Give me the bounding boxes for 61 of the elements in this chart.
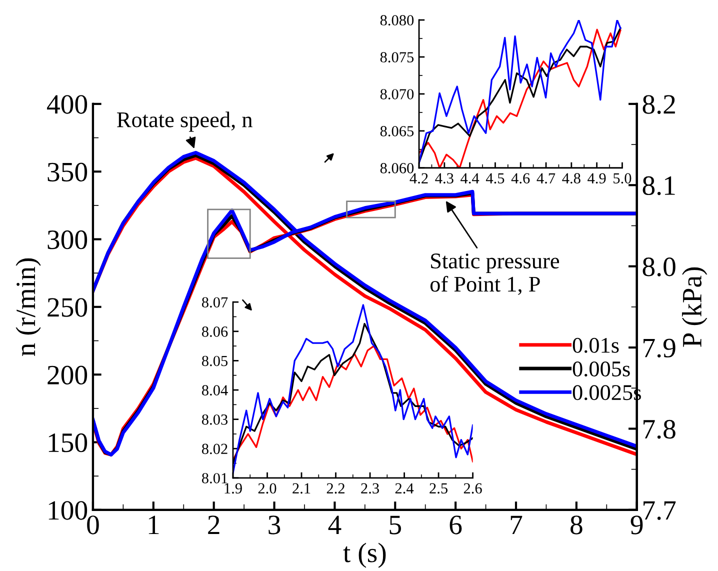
x-tick-label: 4 xyxy=(328,516,342,534)
x-tick-label: 4.6 xyxy=(511,173,530,184)
y-tick-label: 8.05 xyxy=(202,356,228,366)
y-tick-label: 400 xyxy=(46,95,88,114)
y-tick-label: 8.06 xyxy=(202,326,228,337)
y-tick-label: 8.03 xyxy=(202,414,228,425)
x-tick-label: 5 xyxy=(390,516,401,534)
x-tick-label: 2.6 xyxy=(464,483,482,494)
x-tick-label: 1 xyxy=(148,516,159,534)
x-tick-label: 0 xyxy=(87,516,99,534)
x-tick-label: 2 xyxy=(208,516,220,534)
y-tick-label: 250 xyxy=(48,298,88,317)
x-tick-label: 3 xyxy=(268,516,280,534)
y-tick-label: 200 xyxy=(48,366,88,384)
y2-tick-label: 8.1 xyxy=(642,176,675,196)
x-axis-title: t (s) xyxy=(343,542,386,568)
legend-label: 0.01s xyxy=(572,338,619,353)
line-series xyxy=(232,345,473,462)
y2-tick-label: 8.2 xyxy=(642,95,675,114)
x-tick-label: 1.9 xyxy=(224,483,242,494)
x-tick-label: 9 xyxy=(630,516,643,534)
x-tick-label: 4.3 xyxy=(435,173,454,184)
x-tick-label: 7 xyxy=(510,516,522,534)
y-axis-title: n (r/min) xyxy=(16,258,41,356)
x-tick-label: 4.7 xyxy=(536,173,556,184)
y2-tick-label: 7.8 xyxy=(644,420,676,439)
x-tick-label: 2.2 xyxy=(326,483,344,494)
y-tick-label: 350 xyxy=(48,162,88,182)
x-tick-label: 4.2 xyxy=(410,173,428,184)
x-tick-label: 6 xyxy=(450,516,462,534)
y-tick-label: 8.065 xyxy=(380,126,414,136)
x-tick-label: 4.8 xyxy=(562,173,580,184)
x-tick-label: 2.1 xyxy=(292,483,310,494)
y-tick-label: 150 xyxy=(48,433,88,452)
annotation: Rotate speed, n xyxy=(117,112,252,132)
x-tick-label: 4.5 xyxy=(486,173,504,184)
y-tick-label: 300 xyxy=(48,230,88,250)
line-series xyxy=(232,304,473,474)
y-tick-label: 8.070 xyxy=(380,89,414,100)
x-tick-label: 8 xyxy=(570,516,582,534)
x-tick-label: 2.3 xyxy=(361,483,379,494)
legend-label: 0.005s xyxy=(572,361,630,377)
y-tick-label: 8.04 xyxy=(202,385,228,396)
y-tick-label: 8.080 xyxy=(380,15,414,26)
y2-tick-label: 8.0 xyxy=(642,257,676,276)
y-tick-label: 8.01 xyxy=(202,473,228,484)
x-tick-label: 2.4 xyxy=(395,483,414,494)
x-tick-label: 2.5 xyxy=(430,483,448,494)
y-tick-label: 100 xyxy=(48,501,88,520)
y-tick-label: 8.075 xyxy=(380,52,414,62)
y-tick-label: 8.07 xyxy=(202,297,228,308)
y-tick-label: 8.060 xyxy=(380,163,414,174)
y2-tick-label: 7.7 xyxy=(644,501,676,520)
x-tick-label: 2.0 xyxy=(258,483,276,494)
y2-axis-title: P (kPa) xyxy=(682,267,708,347)
annotation: Static pressure of Point 1, P xyxy=(430,254,560,295)
y2-tick-label: 7.9 xyxy=(644,338,676,358)
y-tick-label: 8.02 xyxy=(202,444,228,454)
x-tick-label: 4.9 xyxy=(588,173,606,184)
x-tick-label: 4.4 xyxy=(460,173,480,184)
x-tick-label: 5.0 xyxy=(614,173,632,184)
